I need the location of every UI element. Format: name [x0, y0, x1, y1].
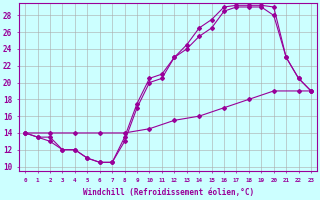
- X-axis label: Windchill (Refroidissement éolien,°C): Windchill (Refroidissement éolien,°C): [83, 188, 254, 197]
